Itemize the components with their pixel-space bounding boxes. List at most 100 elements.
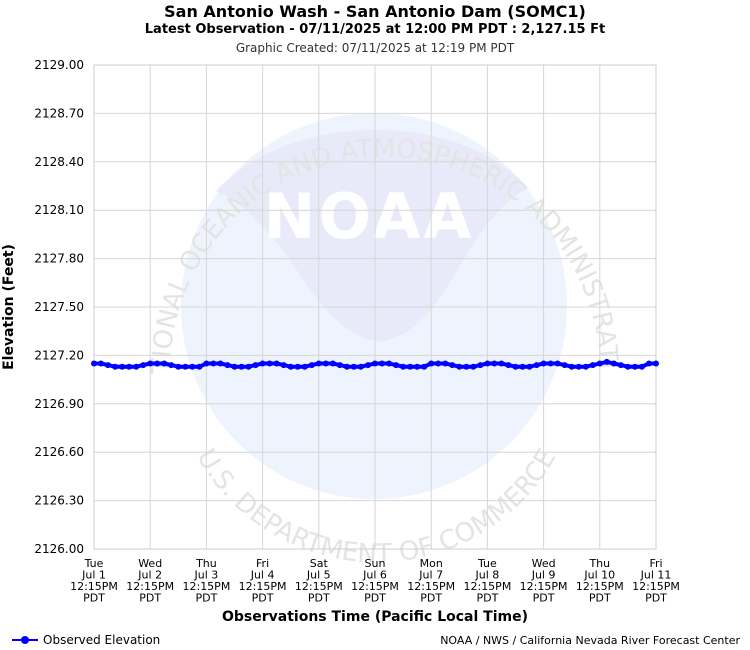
data-point <box>196 363 203 370</box>
legend-line-marker-icon <box>12 635 38 645</box>
data-point <box>582 363 589 370</box>
y-tick-label: 2127.50 <box>34 300 84 314</box>
data-point <box>421 363 428 370</box>
x-tick-label: Fri Jul 11 12:15PM PDT <box>632 557 680 605</box>
data-point <box>631 363 638 370</box>
y-tick-label: 2128.70 <box>34 106 84 120</box>
data-point <box>624 363 631 370</box>
data-point <box>182 363 189 370</box>
data-point <box>168 362 175 369</box>
x-tick-label: Tue Jul 8 12:15PM PDT <box>463 557 511 605</box>
data-point <box>400 363 407 370</box>
data-point <box>449 362 456 369</box>
data-point <box>533 362 540 369</box>
data-point <box>519 363 526 370</box>
data-point <box>322 360 329 367</box>
data-point <box>273 360 280 367</box>
y-tick-label: 2127.20 <box>34 348 84 362</box>
data-point <box>442 360 449 367</box>
x-axis-label: Observations Time (Pacific Local Time) <box>222 609 528 625</box>
data-point <box>315 360 322 367</box>
data-point <box>646 360 652 367</box>
data-point <box>217 360 224 367</box>
x-tick-label: Sun Jul 6 12:15PM PDT <box>351 557 399 605</box>
data-point <box>154 360 161 367</box>
data-point <box>210 360 217 367</box>
data-point <box>308 362 315 369</box>
data-point <box>526 363 533 370</box>
y-tick-label: 2128.10 <box>34 203 84 217</box>
data-point <box>252 362 259 369</box>
data-point <box>575 363 582 370</box>
data-point <box>561 362 568 369</box>
data-point <box>491 360 498 367</box>
data-point <box>266 360 273 367</box>
data-point <box>414 363 421 370</box>
watermark-bird <box>216 129 528 342</box>
credit-text: NOAA / NWS / California Nevada River For… <box>440 634 740 647</box>
data-point <box>245 363 252 370</box>
legend-label: Observed Elevation <box>43 633 161 647</box>
y-tick-label: 2126.30 <box>34 494 84 508</box>
watermark-logo-text: NOAA <box>264 180 475 253</box>
chart-title: San Antonio Wash - San Antonio Dam (SOMC… <box>164 2 586 21</box>
plot-frame <box>93 64 657 550</box>
data-point <box>484 360 491 367</box>
x-tick-label: Tue Jul 1 12:15PM PDT <box>70 557 118 605</box>
y-tick-label: 2129.00 <box>34 58 84 72</box>
y-tick-label: 2126.90 <box>34 397 84 411</box>
data-point <box>161 360 168 367</box>
data-point <box>280 362 287 369</box>
data-point <box>456 363 463 370</box>
data-point <box>463 363 470 370</box>
data-point <box>140 362 147 369</box>
data-point <box>554 360 561 367</box>
data-point <box>119 363 126 370</box>
data-point <box>386 360 393 367</box>
data-point <box>259 360 266 367</box>
noaa-watermark: NOAA NATIONAL OCEANIC AND ATMOSPHERIC AD… <box>0 0 623 570</box>
data-point <box>350 363 357 370</box>
data-point <box>477 362 484 369</box>
data-point <box>203 360 210 367</box>
data-point <box>610 360 617 367</box>
data-point <box>589 362 596 369</box>
data-point <box>147 360 154 367</box>
elevation-chart: NOAA NATIONAL OCEANIC AND ATMOSPHERIC AD… <box>0 0 680 625</box>
data-point <box>301 363 308 370</box>
y-tick-label: 2126.60 <box>34 445 84 459</box>
x-tick-label: Thu Jul 10 12:15PM PDT <box>576 557 624 605</box>
y-axis-label: Elevation (Feet) <box>1 244 17 370</box>
graphic-created: Graphic Created: 07/11/2025 at 12:19 PM … <box>235 41 515 55</box>
data-point <box>91 360 97 367</box>
data-point <box>126 363 133 370</box>
data-point <box>133 363 140 370</box>
data-point <box>329 360 336 367</box>
x-tick-label: Sat Jul 5 12:15PM PDT <box>295 557 343 605</box>
data-point <box>365 362 371 369</box>
data-point <box>112 363 119 370</box>
y-tick-label: 2128.40 <box>34 155 84 169</box>
data-point <box>498 360 505 367</box>
data-point <box>435 360 442 367</box>
data-point <box>547 360 554 367</box>
x-tick-label: Thu Jul 3 12:15PM PDT <box>182 557 230 605</box>
data-point <box>603 358 610 365</box>
x-tick-label: Wed Jul 9 12:15PM PDT <box>520 557 568 605</box>
y-tick-label: 2127.80 <box>34 252 84 266</box>
data-point <box>407 363 414 370</box>
data-point <box>512 363 519 370</box>
data-point <box>336 362 343 369</box>
x-tick-label: Fri Jul 4 12:15PM PDT <box>239 557 287 605</box>
x-tick-label: Mon Jul 7 12:15PM PDT <box>407 557 455 605</box>
data-point <box>596 360 603 367</box>
legend: Observed Elevation <box>12 633 160 647</box>
data-point <box>638 363 645 370</box>
data-point <box>470 363 477 370</box>
data-point <box>379 360 385 367</box>
data-point <box>372 360 378 367</box>
data-point <box>343 363 350 370</box>
grid-lines <box>93 64 657 550</box>
data-point <box>105 362 111 369</box>
